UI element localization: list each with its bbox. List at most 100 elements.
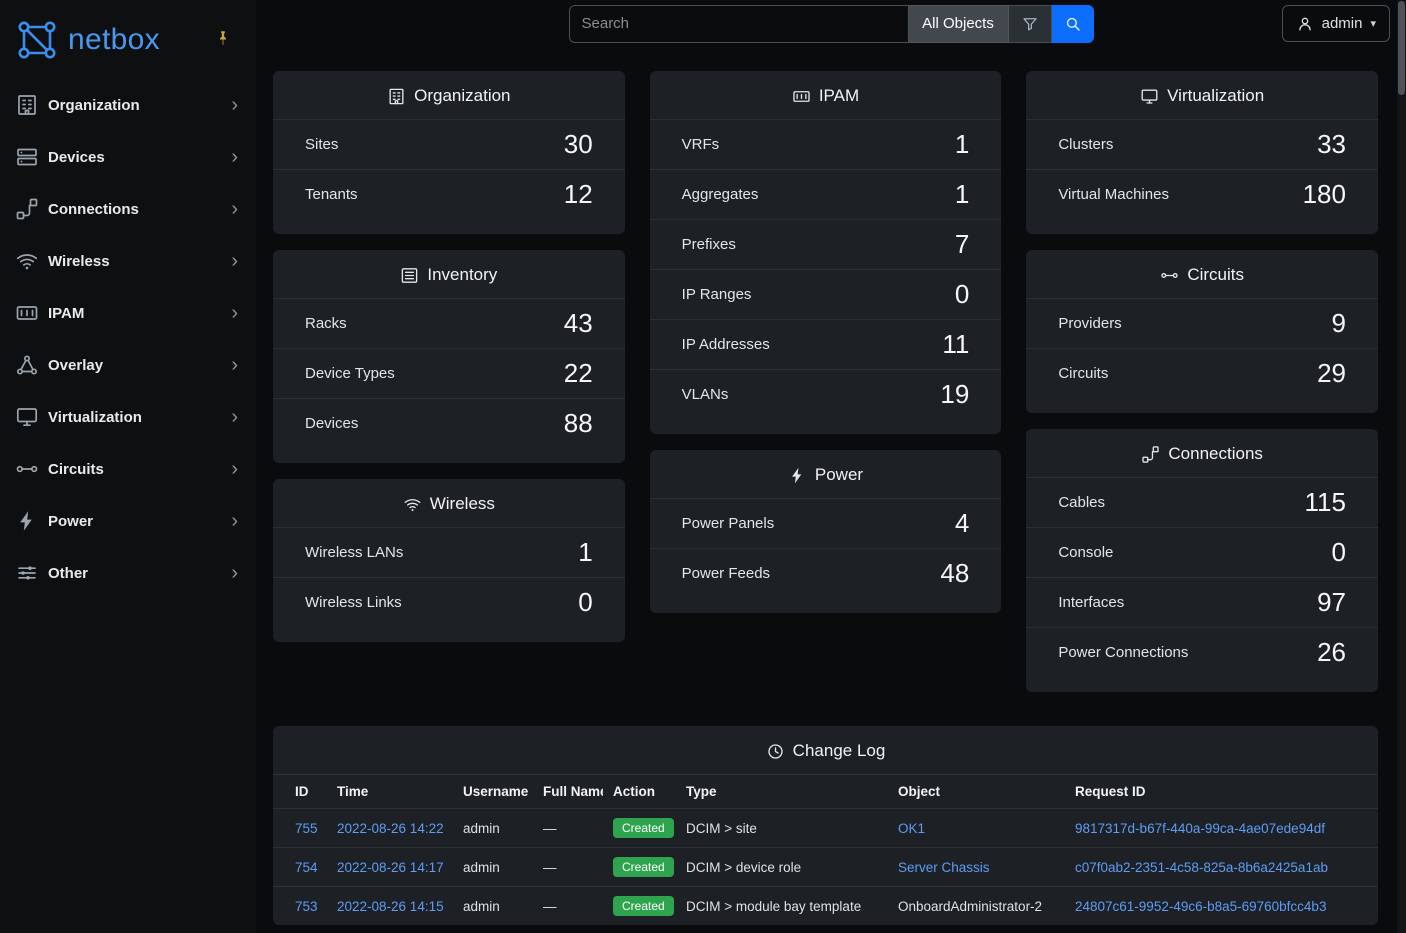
- stat-value-link[interactable]: 12: [563, 179, 593, 209]
- changelog-type: DCIM > device role: [676, 847, 888, 887]
- stat-value-link[interactable]: 0: [1331, 537, 1346, 567]
- changelog-object-link[interactable]: Server Chassis: [898, 859, 990, 875]
- sidebar-item-connections[interactable]: Connections ›: [0, 183, 256, 235]
- stat-row: Devices 88: [273, 398, 625, 448]
- stat-value-link[interactable]: 0: [954, 279, 970, 309]
- list-options-icon: [15, 561, 39, 585]
- sidebar-item-power[interactable]: Power ›: [0, 495, 256, 547]
- stat-value-link[interactable]: 29: [1317, 358, 1346, 388]
- scrollbar-track[interactable]: [1397, 0, 1406, 933]
- stat-row: Wireless LANs 1: [273, 527, 625, 577]
- stat-value-link[interactable]: 1: [954, 129, 970, 159]
- stat-label: Aggregates: [681, 186, 759, 203]
- card-title-text: Virtualization: [1167, 86, 1265, 105]
- sidebar-item-label: Virtualization: [48, 408, 142, 426]
- stat-row: Virtual Machines 180: [1026, 169, 1378, 219]
- sidebar-item-overlay[interactable]: Overlay ›: [0, 339, 256, 391]
- stat-cards-grid: Organization Sites 30 Tenants 12: [273, 71, 1378, 692]
- stat-value-link[interactable]: 4: [954, 508, 970, 538]
- stat-label: IP Ranges: [681, 286, 752, 303]
- card-title-text: Wireless: [429, 494, 495, 513]
- stat-value-link[interactable]: 26: [1317, 637, 1346, 667]
- cards-column-2: IPAM VRFs 1 Aggregates 1 Prefixes 7: [649, 71, 1002, 613]
- sidebar-item-other[interactable]: Other ›: [0, 547, 256, 599]
- changelog-id-link[interactable]: 753: [295, 898, 318, 914]
- stat-value-link[interactable]: 180: [1302, 179, 1346, 209]
- object-type-select[interactable]: All Objects: [908, 4, 1009, 43]
- sidebar-item-ipam[interactable]: IPAM ›: [0, 287, 256, 339]
- stat-value-link[interactable]: 0: [578, 587, 593, 617]
- building-icon: [15, 93, 39, 117]
- search-input[interactable]: [568, 4, 909, 43]
- user-menu-button[interactable]: admin ▾: [1281, 5, 1390, 42]
- caret-down-icon: ▾: [1370, 18, 1376, 30]
- stat-value-link[interactable]: 97: [1317, 587, 1346, 617]
- changelog-time-link[interactable]: 2022-08-26 14:22: [337, 820, 444, 836]
- main-area: All Objects admin ▾: [256, 0, 1406, 933]
- changelog-type: DCIM > module bay template: [676, 886, 888, 925]
- sidebar-item-devices[interactable]: Devices ›: [0, 131, 256, 183]
- stat-value-link[interactable]: 88: [563, 408, 593, 438]
- card-title-text: Power: [814, 465, 864, 484]
- stat-value-link[interactable]: 7: [954, 229, 970, 259]
- stat-value-link[interactable]: 43: [563, 308, 593, 338]
- stat-row: Cables 115: [1026, 477, 1378, 527]
- changelog-id-link[interactable]: 755: [295, 820, 318, 836]
- stat-value-link[interactable]: 30: [563, 129, 593, 159]
- action-badge: Created: [613, 857, 674, 877]
- monitor-icon: [15, 405, 39, 429]
- sidebar-item-circuits[interactable]: Circuits ›: [0, 443, 256, 495]
- scrollbar-thumb[interactable]: [1398, 1, 1405, 95]
- col-header-fullname: Full Name: [533, 774, 603, 809]
- changelog-object-link[interactable]: OK1: [898, 820, 926, 836]
- stat-label: IP Addresses: [681, 336, 770, 353]
- stat-label: Power Connections: [1058, 644, 1189, 661]
- changelog-type: DCIM > site: [676, 808, 888, 848]
- sidebar-item-label: Wireless: [48, 252, 110, 270]
- stat-value-link[interactable]: 11: [942, 329, 970, 359]
- stat-label: Clusters: [1058, 136, 1114, 153]
- organization-card: Organization Sites 30 Tenants 12: [273, 71, 625, 234]
- cards-column-1: Organization Sites 30 Tenants 12: [273, 71, 625, 642]
- changelog-time-link[interactable]: 2022-08-26 14:15: [337, 898, 444, 914]
- stat-row: Interfaces 97: [1026, 577, 1378, 627]
- stat-label: Tenants: [305, 186, 358, 203]
- wireless-card: Wireless Wireless LANs 1 Wireless Links …: [273, 479, 625, 642]
- search-icon: [1064, 15, 1082, 33]
- changelog-requestid-link[interactable]: 9817317d-b67f-440a-99ca-4ae07ede94df: [1075, 820, 1325, 836]
- changelog-requestid-link[interactable]: 24807c61-9952-49c6-b8a5-69760bfcc4b3: [1075, 898, 1327, 914]
- stat-label: Wireless LANs: [305, 544, 404, 561]
- stat-row: Prefixes 7: [649, 219, 1002, 269]
- search-submit-button[interactable]: [1051, 4, 1094, 43]
- stat-label: Cables: [1058, 494, 1106, 511]
- chevron-right-icon: ›: [231, 458, 238, 480]
- stat-value-link[interactable]: 9: [1331, 308, 1346, 338]
- pin-sidebar-icon[interactable]: [214, 29, 232, 47]
- stat-value-link[interactable]: 48: [940, 558, 970, 588]
- changelog-time-link[interactable]: 2022-08-26 14:17: [337, 859, 444, 875]
- stat-value-link[interactable]: 1: [578, 537, 593, 567]
- connections-card: Connections Cables 115 Console 0 Interfa…: [1026, 429, 1378, 692]
- stat-row: Clusters 33: [1026, 119, 1378, 169]
- stat-value-link[interactable]: 1: [954, 179, 970, 209]
- sidebar-item-virtualization[interactable]: Virtualization ›: [0, 391, 256, 443]
- stat-value-link[interactable]: 19: [940, 379, 970, 409]
- stat-value-link[interactable]: 33: [1317, 129, 1346, 159]
- stat-label: Racks: [305, 315, 347, 332]
- stat-label: Interfaces: [1058, 594, 1125, 611]
- stat-value-link[interactable]: 115: [1304, 487, 1346, 517]
- changelog-id-link[interactable]: 754: [295, 859, 318, 875]
- col-header-requestid: Request ID: [1065, 774, 1378, 809]
- netbox-logo[interactable]: netbox: [15, 18, 160, 62]
- card-title: Virtualization: [1026, 71, 1378, 119]
- sidebar-item-label: Circuits: [48, 460, 104, 478]
- changelog-requestid-link[interactable]: c07f0ab2-2351-4c58-825a-8b6a2425a1ab: [1075, 859, 1328, 875]
- filter-button[interactable]: [1008, 4, 1052, 43]
- stat-row: Circuits 29: [1026, 348, 1378, 398]
- sidebar-item-wireless[interactable]: Wireless ›: [0, 235, 256, 287]
- stat-value-link[interactable]: 22: [563, 358, 593, 388]
- stat-row: Racks 43: [273, 298, 625, 348]
- sidebar-item-organization[interactable]: Organization ›: [0, 79, 256, 131]
- netbox-logo-text: netbox: [68, 22, 160, 56]
- sidebar-item-label: IPAM: [48, 304, 85, 322]
